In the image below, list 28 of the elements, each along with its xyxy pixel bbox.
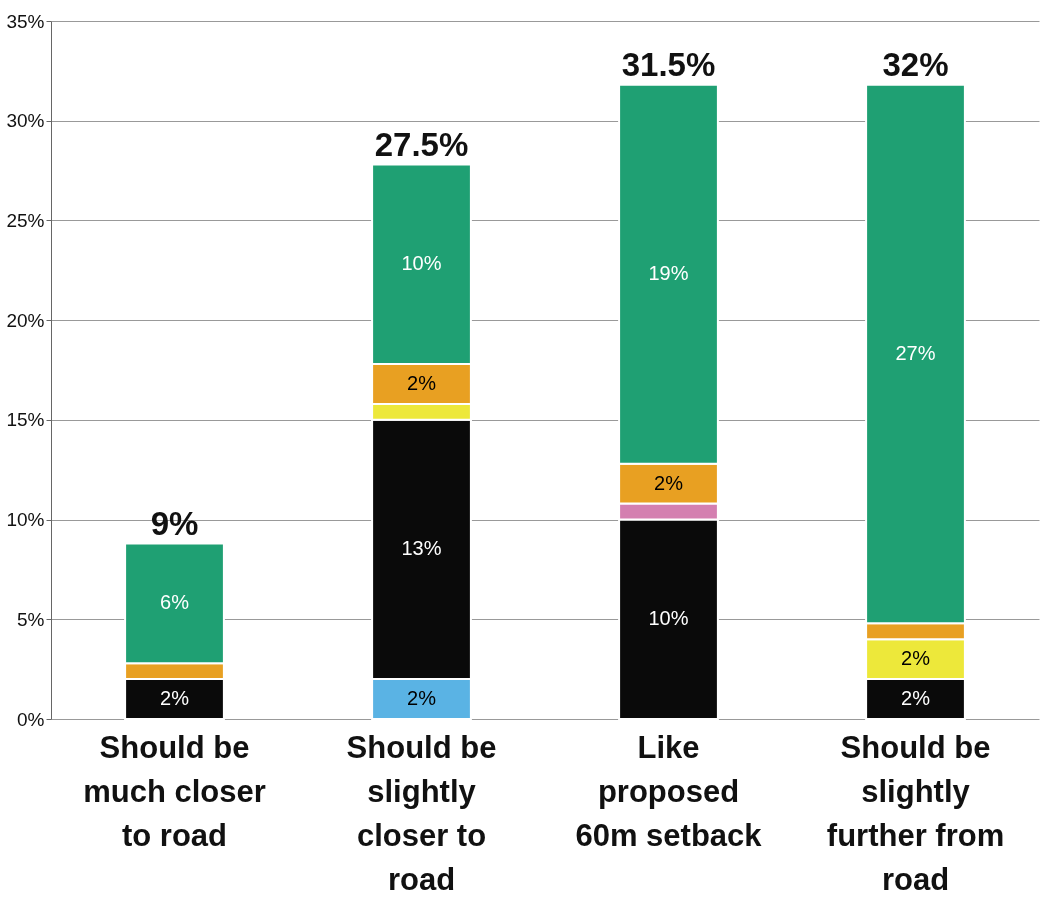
data-label: 10% bbox=[648, 607, 689, 630]
x-tick-label: Should be slightly further from road bbox=[826, 729, 1005, 897]
y-tick-label: 25% bbox=[6, 209, 45, 231]
data-label: 2% bbox=[901, 647, 931, 670]
x-tick-label: Like proposed 60m setback bbox=[575, 729, 763, 853]
data-label: 10% bbox=[401, 252, 442, 275]
y-tick-label: 15% bbox=[6, 409, 45, 431]
total-label: 9% bbox=[150, 504, 199, 542]
x-tick-label: Should be slightly closer to road bbox=[346, 729, 497, 897]
data-label: 2% bbox=[407, 687, 437, 710]
data-label: 27% bbox=[895, 342, 936, 365]
y-tick-label: 0% bbox=[17, 708, 45, 730]
total-label: 32% bbox=[882, 45, 949, 83]
y-tick-label: 30% bbox=[6, 110, 45, 132]
data-label: 13% bbox=[401, 537, 442, 560]
total-label: 31.5% bbox=[621, 45, 716, 83]
data-label: 2% bbox=[654, 471, 684, 494]
data-label: 2% bbox=[407, 371, 437, 394]
data-label: 2% bbox=[160, 687, 190, 710]
x-tick-label: Should be much closer to road bbox=[83, 729, 266, 853]
total-label: 27.5% bbox=[374, 125, 469, 163]
y-tick-label: 10% bbox=[6, 509, 45, 531]
data-label: 6% bbox=[160, 591, 190, 614]
y-tick-label: 35% bbox=[6, 10, 45, 32]
y-tick-label: 5% bbox=[17, 608, 45, 630]
data-label: 19% bbox=[648, 262, 689, 285]
y-tick-label: 20% bbox=[6, 309, 45, 331]
data-label: 2% bbox=[901, 687, 931, 710]
